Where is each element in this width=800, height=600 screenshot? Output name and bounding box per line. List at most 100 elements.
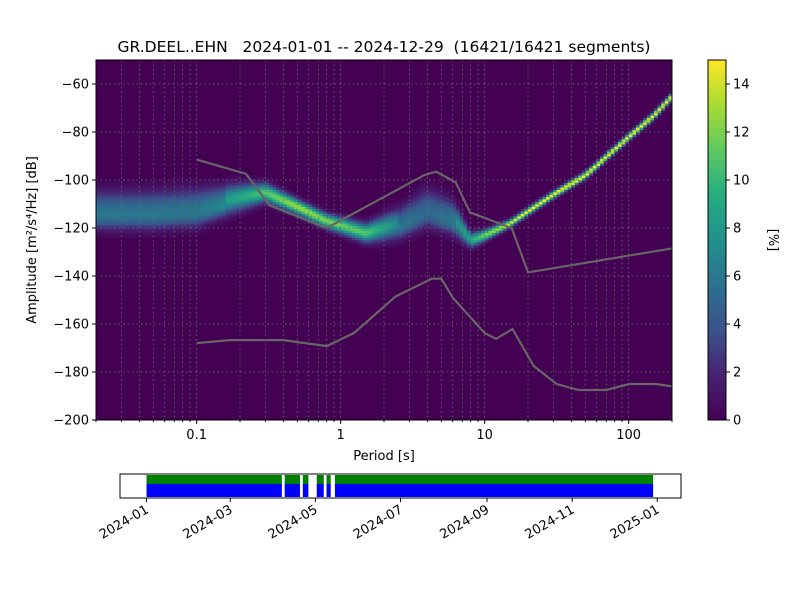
heatmap-cell	[466, 230, 471, 234]
heatmap-cell	[175, 206, 180, 210]
colorbar-segment	[708, 404, 726, 409]
heatmap-cell	[466, 223, 471, 226]
heatmap-cell	[402, 218, 406, 222]
heatmap-cell	[186, 189, 190, 193]
heatmap-cell	[153, 187, 158, 190]
heatmap-cell	[376, 237, 381, 241]
heatmap-cell	[337, 228, 342, 231]
heatmap-cell	[153, 201, 158, 205]
heatmap-cell	[610, 151, 615, 154]
heatmap-cell	[301, 213, 306, 217]
heatmap-cell	[416, 213, 421, 217]
heatmap-cell	[362, 220, 367, 224]
heatmap-cell	[106, 235, 111, 238]
heatmap-cell	[168, 182, 172, 186]
heatmap-cell	[394, 199, 399, 202]
heatmap-cell	[160, 216, 165, 219]
heatmap-cell	[376, 216, 381, 219]
heatmap-cell	[240, 208, 244, 212]
heatmap-cell	[182, 177, 187, 181]
heatmap-cell	[567, 177, 572, 181]
heatmap-cell	[452, 218, 457, 222]
heatmap-cell	[218, 211, 223, 214]
heatmap-cell	[463, 225, 468, 229]
heatmap-cell	[319, 218, 324, 222]
heatmap-cell	[366, 225, 370, 229]
heatmap-cell	[96, 204, 100, 207]
heatmap-cell	[517, 220, 522, 224]
heatmap-cell	[409, 223, 414, 226]
heatmap-cell	[146, 208, 151, 212]
heatmap-cell	[337, 211, 342, 214]
heatmap-cell	[276, 211, 280, 214]
heatmap-cell	[186, 225, 190, 229]
heatmap-cell	[355, 220, 360, 224]
heatmap-cell	[380, 228, 385, 231]
heatmap-cell	[384, 220, 388, 224]
heatmap-cell	[654, 117, 658, 121]
heatmap-cell	[456, 208, 460, 212]
heatmap-cell	[348, 216, 352, 219]
heatmap-cell	[416, 218, 421, 222]
heatmap-cell	[333, 235, 338, 238]
heatmap-cell	[344, 223, 349, 226]
heatmap-cell	[394, 228, 399, 231]
heatmap-cell	[330, 213, 334, 217]
heatmap-cell	[168, 220, 172, 224]
heatmap-cell	[553, 194, 558, 198]
colorbar-segment	[708, 276, 726, 281]
heatmap-cell	[268, 208, 273, 212]
heatmap-cell	[592, 170, 597, 174]
heatmap-cell	[157, 223, 162, 226]
heatmap-cell	[654, 108, 658, 111]
heatmap-cell	[236, 211, 241, 214]
heatmap-cell	[142, 204, 147, 207]
heatmap-cell	[430, 208, 435, 212]
heatmap-cell	[607, 153, 612, 157]
heatmap-cell	[582, 170, 586, 174]
heatmap-cell	[427, 204, 432, 207]
heatmap-cell	[448, 232, 453, 236]
heatmap-cell	[200, 196, 205, 200]
heatmap-cell	[146, 225, 151, 229]
data-available-bar	[326, 475, 331, 485]
heatmap-cell	[110, 225, 115, 229]
heatmap-cell	[376, 218, 381, 222]
heatmap-cell	[189, 223, 194, 226]
heatmap-cell	[261, 180, 266, 183]
heatmap-cell	[196, 187, 201, 190]
heatmap-cell	[376, 208, 381, 212]
heatmap-cell	[153, 208, 158, 212]
heatmap-cell	[351, 225, 356, 229]
heatmap-cell	[409, 204, 414, 207]
heatmap-cell	[420, 196, 424, 200]
heatmap-cell	[117, 201, 122, 205]
heatmap-cell	[96, 206, 100, 210]
heatmap-cell	[290, 192, 295, 195]
heatmap-cell	[405, 204, 410, 207]
heatmap-cell	[402, 208, 406, 212]
heatmap-cell	[330, 220, 334, 224]
heatmap-cell	[279, 192, 284, 195]
heatmap-cell	[358, 223, 363, 226]
heatmap-cell	[474, 232, 478, 236]
heatmap-cell	[448, 237, 453, 241]
heatmap-cell	[319, 208, 324, 212]
heatmap-cell	[391, 232, 396, 236]
heatmap-cell	[268, 189, 273, 193]
heatmap-cell	[218, 182, 223, 186]
heatmap-cell	[326, 216, 331, 219]
heatmap-cell	[308, 223, 313, 226]
heatmap-cell	[445, 220, 450, 224]
heatmap-cell	[643, 115, 648, 118]
heatmap-cell	[207, 199, 212, 202]
colorbar-segment	[708, 216, 726, 221]
heatmap-cell	[412, 237, 417, 241]
heatmap-cell	[463, 242, 468, 246]
heatmap-cell	[128, 180, 133, 183]
heatmap-cell	[646, 115, 651, 118]
heatmap-cell	[171, 228, 176, 231]
heatmap-cell	[193, 232, 198, 236]
heatmap-cell	[315, 220, 320, 224]
